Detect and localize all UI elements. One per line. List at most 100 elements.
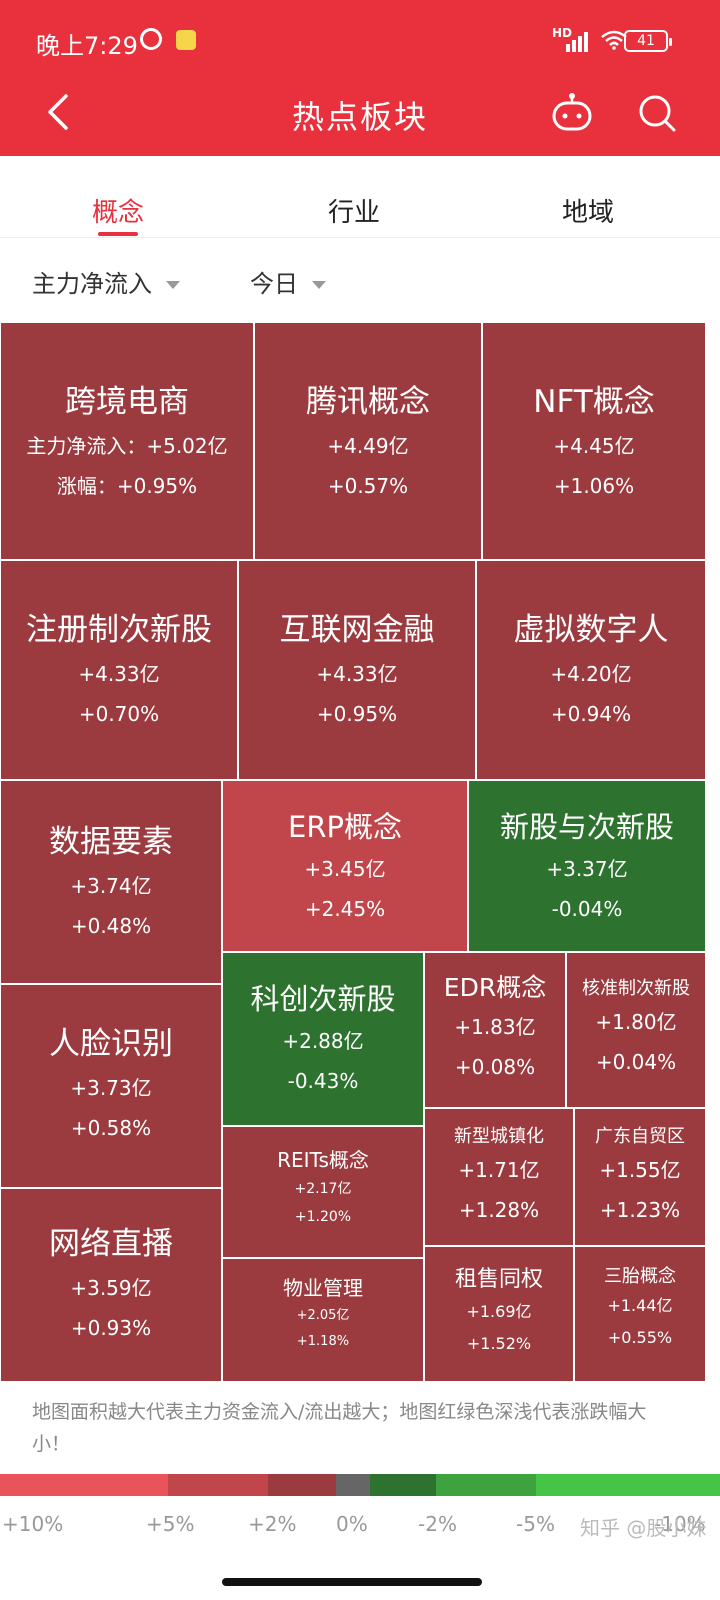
net-inflow-value: +1.69亿 (466, 1302, 532, 1321)
change-percent-value: +0.04% (595, 1050, 677, 1074)
treemap-cell[interactable]: 三胎概念 +1.44亿 +0.55% (574, 1246, 706, 1382)
change-percent-value: +0.94% (550, 702, 632, 726)
alarm-icon (140, 28, 162, 50)
treemap-cell[interactable]: 科创次新股 +2.88亿 -0.43% (222, 952, 424, 1126)
change-percent-value: +1.28% (458, 1198, 540, 1222)
sector-name: 广东自贸区 (595, 1126, 685, 1147)
status-bar: 晚上7:29 HD 41 (0, 0, 720, 78)
sector-name: 虚拟数字人 (513, 612, 669, 648)
net-inflow-value: +1.55亿 (599, 1158, 681, 1182)
nav-bar: 热点板块 (0, 78, 720, 156)
sector-name: 网络直播 (49, 1226, 173, 1262)
treemap-cell[interactable]: EDR概念 +1.83亿 +0.08% (424, 952, 566, 1108)
back-icon[interactable] (36, 90, 80, 134)
tab-industry[interactable]: 行业 (328, 198, 381, 228)
change-percent-value: +1.20% (294, 1209, 352, 1225)
sector-name: 新股与次新股 (499, 810, 674, 844)
net-inflow-value: +4.45亿 (553, 434, 635, 458)
change-percent-value: +0.58% (70, 1116, 152, 1140)
change-percent-value: +0.95% (316, 702, 398, 726)
net-inflow-value: +3.45亿 (304, 857, 386, 881)
header-bar: 晚上7:29 HD 41 热点板块 (0, 0, 720, 156)
treemap-cell[interactable]: REITs概念 +2.17亿 +1.20% (222, 1126, 424, 1258)
treemap-cell[interactable]: 互联网金融 +4.33亿 +0.95% (238, 560, 476, 780)
sector-name: 注册制次新股 (26, 612, 212, 648)
change-percent-value: +2.45% (304, 897, 386, 921)
change-percent-value: +0.08% (454, 1055, 536, 1079)
net-inflow-value: 主力净流入：+5.02亿 (26, 434, 228, 458)
status-time: 晚上7:29 (36, 32, 138, 60)
treemap-cell[interactable]: 人脸识别 +3.73亿 +0.58% (0, 984, 222, 1188)
treemap-cell[interactable]: 数据要素 +3.74亿 +0.48% (0, 780, 222, 984)
treemap-cell[interactable]: 广东自贸区 +1.55亿 +1.23% (574, 1108, 706, 1246)
change-percent-value: +0.55% (607, 1328, 673, 1347)
sector-name: REITs概念 (277, 1148, 369, 1172)
color-scale-segment (268, 1474, 336, 1496)
color-scale-label: +5% (146, 1512, 195, 1536)
treemap-cell[interactable]: 腾讯概念 +4.49亿 +0.57% (254, 322, 482, 560)
color-scale-segment (370, 1474, 436, 1496)
color-scale-label: +10% (2, 1512, 64, 1536)
sector-name: 数据要素 (49, 824, 173, 860)
change-percent-value: +1.23% (599, 1198, 681, 1222)
treemap-cell[interactable]: 租售同权 +1.69亿 +1.52% (424, 1246, 574, 1382)
change-percent-value: +0.70% (78, 702, 160, 726)
metric-dropdown[interactable]: 主力净流入 (32, 264, 180, 299)
color-scale-segment (536, 1474, 720, 1496)
sector-name: 人脸识别 (49, 1026, 173, 1062)
app-notification-icon (176, 30, 196, 50)
tab-region[interactable]: 地域 (562, 198, 615, 228)
robot-assistant-icon[interactable] (550, 92, 594, 132)
legend-note: 地图面积越大代表主力资金流入/流出越大；地图红绿色深浅代表涨跌幅大小！ (32, 1401, 647, 1455)
net-inflow-value: +4.20亿 (550, 662, 632, 686)
net-inflow-value: +1.80亿 (595, 1010, 677, 1034)
search-icon[interactable] (636, 92, 678, 134)
net-inflow-value: +4.33亿 (316, 662, 398, 686)
sector-name: 跨境电商 (65, 384, 189, 420)
change-percent-value: 涨幅：+0.95% (56, 474, 198, 498)
net-inflow-value: +1.44亿 (607, 1296, 673, 1315)
treemap-cell[interactable]: 新型城镇化 +1.71亿 +1.28% (424, 1108, 574, 1246)
period-dropdown[interactable]: 今日 (250, 264, 326, 299)
treemap-cell[interactable]: 跨境电商主力净流入：+5.02亿 涨幅：+0.95% (0, 322, 254, 560)
sector-treemap: 跨境电商 主力净流入：+5.02亿 涨幅：+0.95% 腾讯概念 +4.49亿 +0.57… (0, 322, 706, 1382)
sector-name: 三胎概念 (604, 1266, 676, 1287)
color-scale-label: +2% (248, 1512, 297, 1536)
battery-icon: 41 (624, 30, 672, 52)
treemap-cell[interactable]: NFT概念 +4.45亿 +1.06% (482, 322, 706, 560)
net-inflow-value: +2.88亿 (282, 1029, 364, 1053)
sector-name: NFT概念 (533, 384, 655, 420)
sector-name: EDR概念 (443, 973, 547, 1002)
treemap-cell[interactable]: 注册制次新股 +4.33亿 +0.70% (0, 560, 238, 780)
change-percent-value: +1.06% (553, 474, 635, 498)
net-inflow-value: +3.74亿 (70, 874, 152, 898)
net-inflow-value: +4.49亿 (327, 434, 409, 458)
change-percent-value: -0.43% (287, 1069, 359, 1093)
sector-name: 新型城镇化 (454, 1126, 544, 1147)
net-inflow-value: +1.71亿 (458, 1158, 540, 1182)
change-percent-value: +0.48% (70, 914, 152, 938)
chevron-down-icon (312, 281, 326, 289)
tab-concept[interactable]: 概念 (92, 198, 145, 228)
treemap-cell[interactable]: ERP概念 +3.45亿 +2.45% (222, 780, 468, 952)
color-scale-segment (436, 1474, 536, 1496)
metric-dropdown-label: 主力净流入 (32, 270, 152, 298)
treemap-cell[interactable]: 新股与次新股 +3.37亿 -0.04% (468, 780, 706, 952)
color-scale-label: -10% (654, 1512, 706, 1536)
net-inflow-value: +3.37亿 (546, 857, 628, 881)
treemap-cell[interactable]: 虚拟数字人 +4.20亿 +0.94% (476, 560, 706, 780)
change-percent-value: +0.93% (70, 1316, 152, 1340)
net-inflow-value: +3.73亿 (70, 1076, 152, 1100)
treemap-cell[interactable]: 核准制次新股 +1.80亿 +0.04% (566, 952, 706, 1108)
treemap-cell[interactable]: 网络直播 +3.59亿 +0.93% (0, 1188, 222, 1382)
sector-name: 物业管理 (283, 1276, 363, 1300)
tab-bar: 概念 行业 地域 (0, 156, 720, 238)
color-scale-segment (336, 1474, 370, 1496)
signal-icon (566, 30, 588, 52)
treemap-cell[interactable]: 物业管理 +2.05亿 +1.18% (222, 1258, 424, 1382)
color-scale (0, 1474, 720, 1496)
home-indicator[interactable] (222, 1578, 482, 1586)
color-scale-segment (168, 1474, 268, 1496)
net-inflow-value: +4.33亿 (78, 662, 160, 686)
net-inflow-value: +3.59亿 (70, 1276, 152, 1300)
